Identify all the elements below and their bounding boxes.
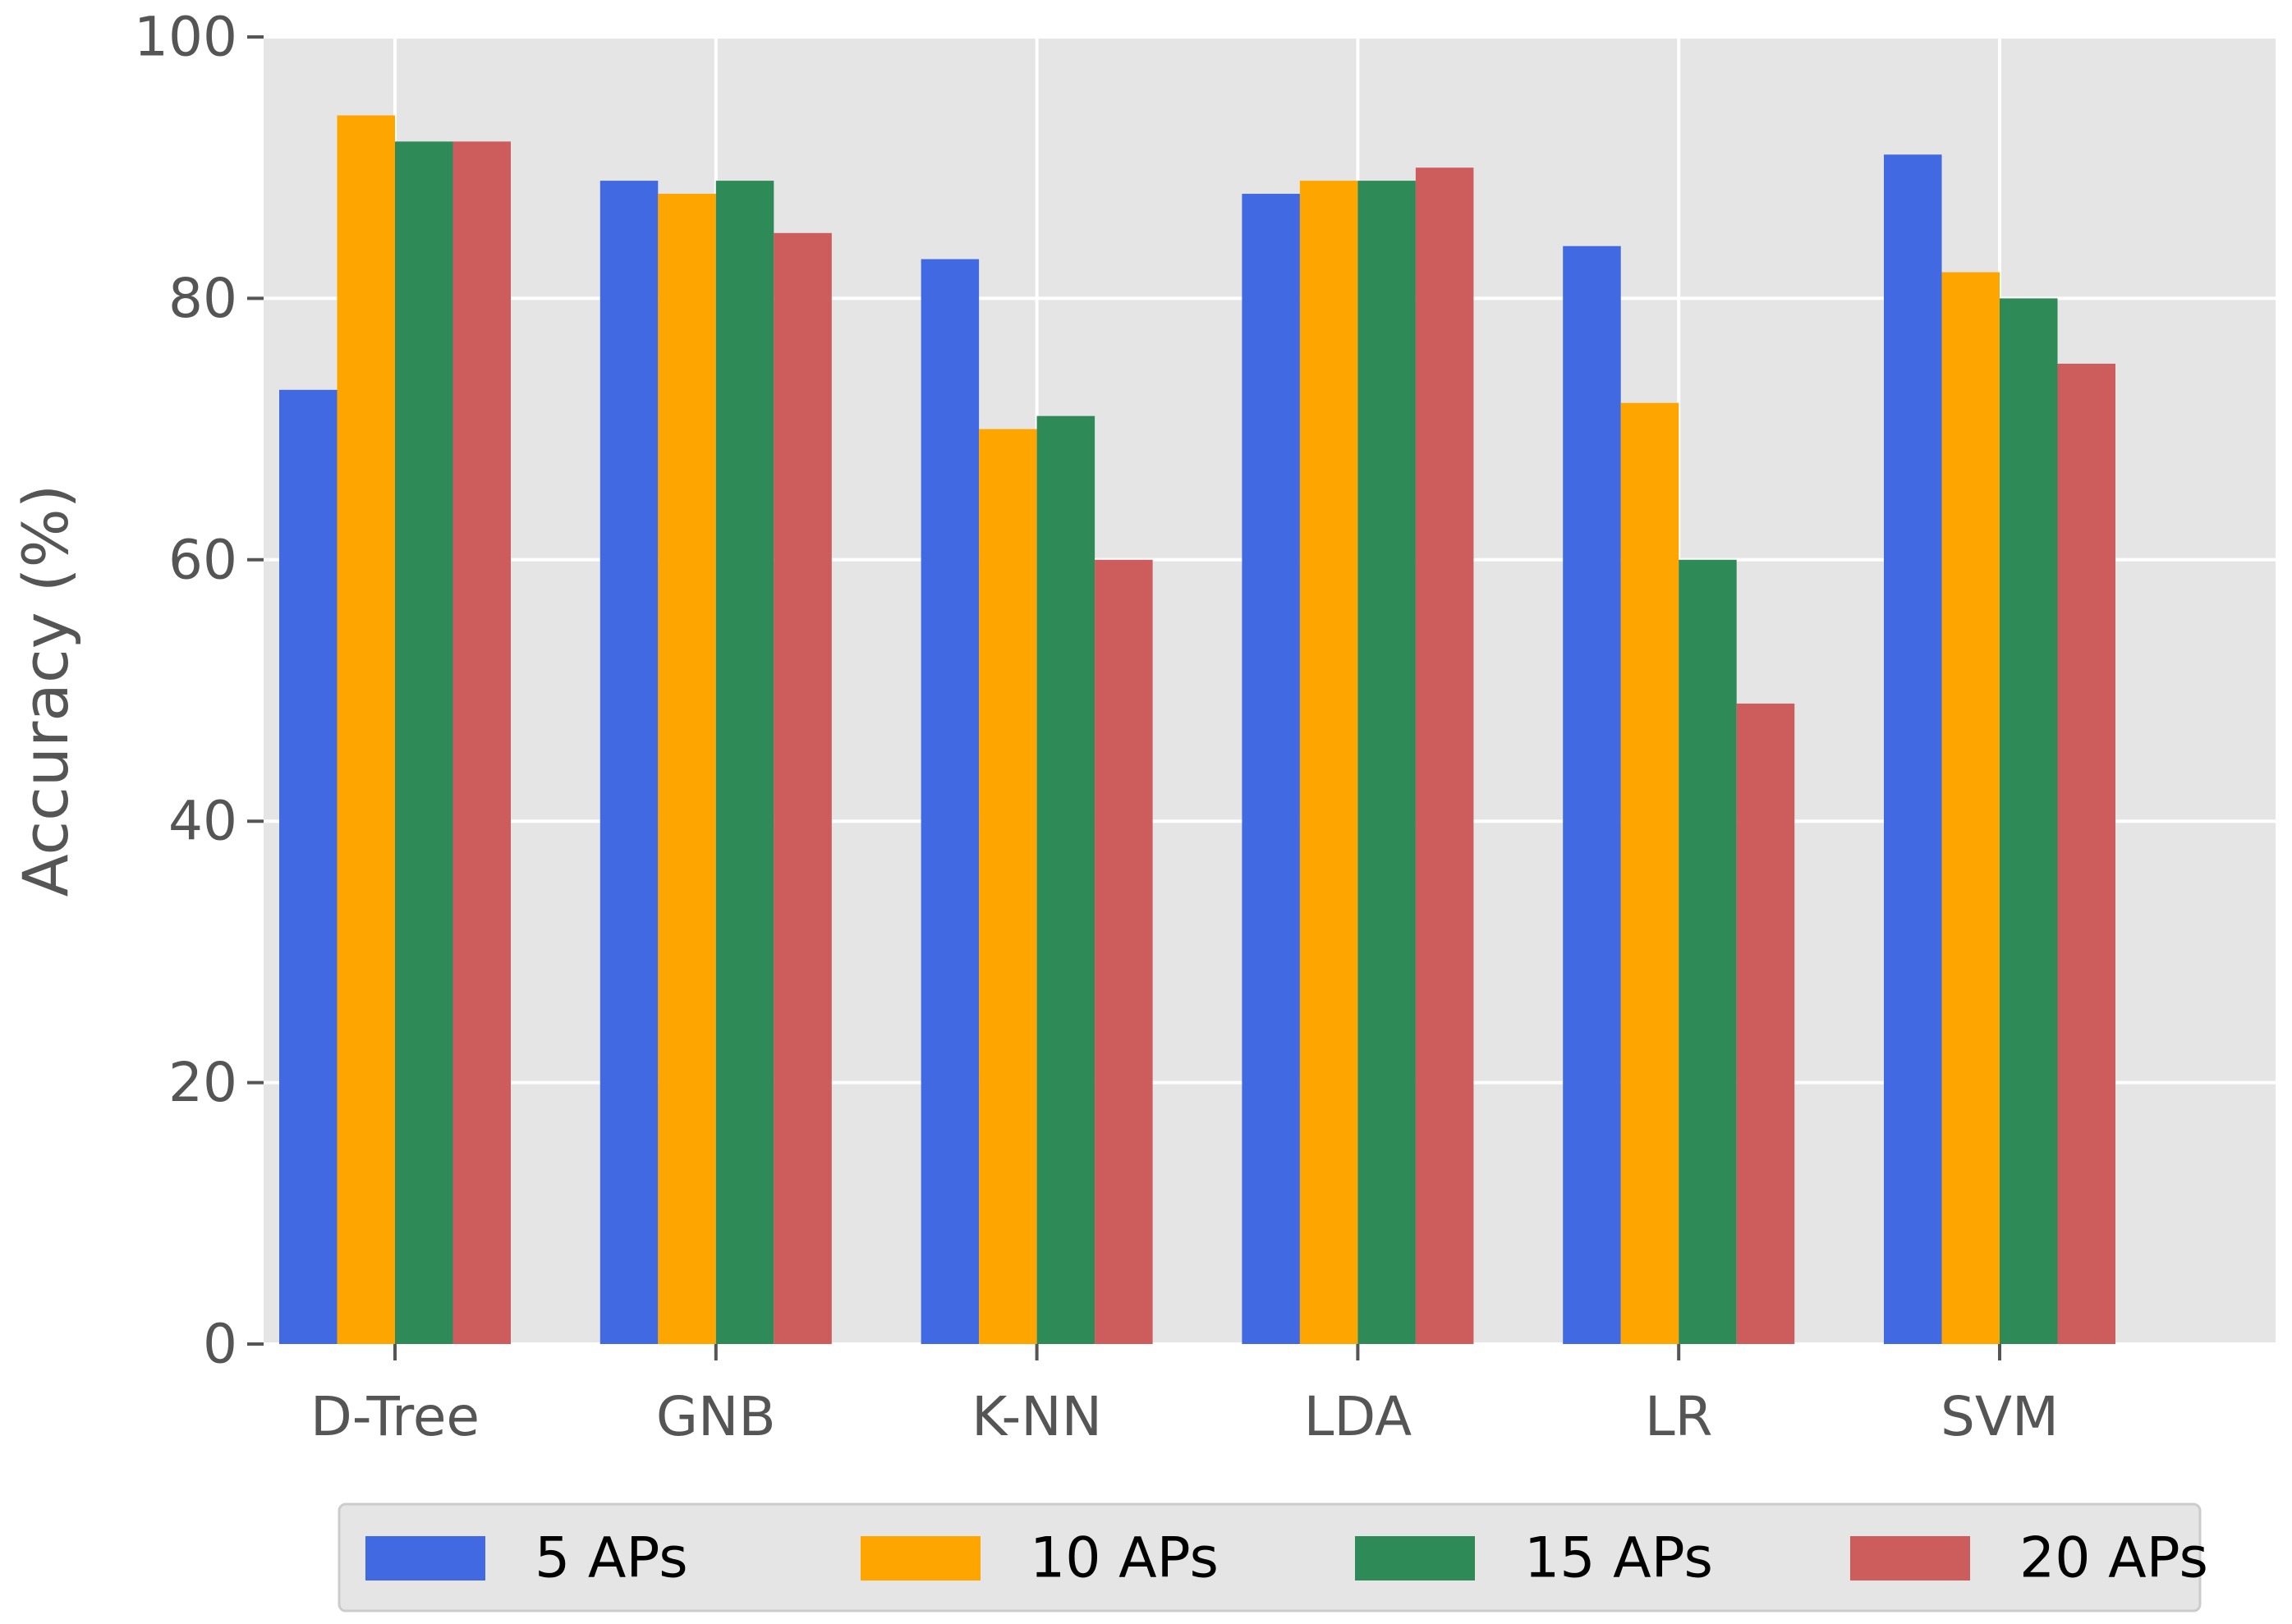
legend-label: 5 APs bbox=[535, 1526, 688, 1591]
bar bbox=[1941, 272, 2000, 1344]
x-tick-label: K-NN bbox=[971, 1385, 1102, 1448]
y-tick-label: 100 bbox=[134, 6, 237, 69]
x-tick-label: GNB bbox=[656, 1385, 776, 1448]
x-tick-label: LDA bbox=[1304, 1385, 1412, 1448]
bar bbox=[1563, 245, 1621, 1345]
legend: 5 APs 10 APs 15 APs 20 APs bbox=[338, 1502, 2208, 1613]
bar bbox=[452, 141, 511, 1345]
axes: 0 20 40 60 80 100 D-Tree GNB K-NN LDA LR SVM bbox=[134, 6, 2059, 1449]
bar bbox=[1736, 703, 1795, 1344]
y-tick-label: 60 bbox=[168, 528, 237, 591]
y-axis-label: Accuracy (%) bbox=[9, 484, 82, 897]
bar bbox=[2000, 298, 2058, 1344]
legend-swatch bbox=[365, 1536, 485, 1580]
legend-label: 20 APs bbox=[2019, 1526, 2208, 1591]
legend-frame bbox=[338, 1502, 2202, 1613]
y-tick-label: 20 bbox=[168, 1051, 237, 1114]
bar bbox=[1357, 181, 1416, 1344]
legend-swatch bbox=[1850, 1536, 1970, 1580]
bar bbox=[1036, 415, 1095, 1345]
bar bbox=[337, 115, 395, 1344]
legend-label: 10 APs bbox=[1030, 1526, 1219, 1591]
bar bbox=[658, 194, 716, 1344]
y-tick-label: 80 bbox=[168, 267, 237, 330]
bar bbox=[979, 429, 1037, 1344]
x-tick-label: D-Tree bbox=[310, 1385, 480, 1448]
bar bbox=[921, 259, 980, 1344]
bar bbox=[715, 181, 774, 1344]
bar bbox=[1095, 559, 1153, 1344]
legend-label: 15 APs bbox=[1524, 1526, 1713, 1591]
bar bbox=[599, 181, 659, 1344]
x-tick-label: LR bbox=[1645, 1385, 1713, 1448]
bar bbox=[774, 232, 832, 1344]
bar bbox=[395, 141, 453, 1345]
x-tick-label: SVM bbox=[1941, 1385, 2059, 1448]
legend-swatch bbox=[1355, 1536, 1475, 1580]
bar bbox=[1620, 402, 1679, 1344]
bars bbox=[279, 115, 2115, 1345]
legend-swatch bbox=[861, 1536, 981, 1580]
bar bbox=[1242, 194, 1300, 1344]
y-tick-label: 40 bbox=[168, 790, 237, 853]
bar bbox=[1884, 154, 1942, 1344]
bar bbox=[1415, 167, 1474, 1345]
bar bbox=[2057, 364, 2115, 1344]
bar bbox=[1679, 559, 1737, 1344]
bar bbox=[279, 389, 338, 1345]
y-tick-label: 0 bbox=[203, 1313, 237, 1376]
bar bbox=[1299, 181, 1358, 1344]
